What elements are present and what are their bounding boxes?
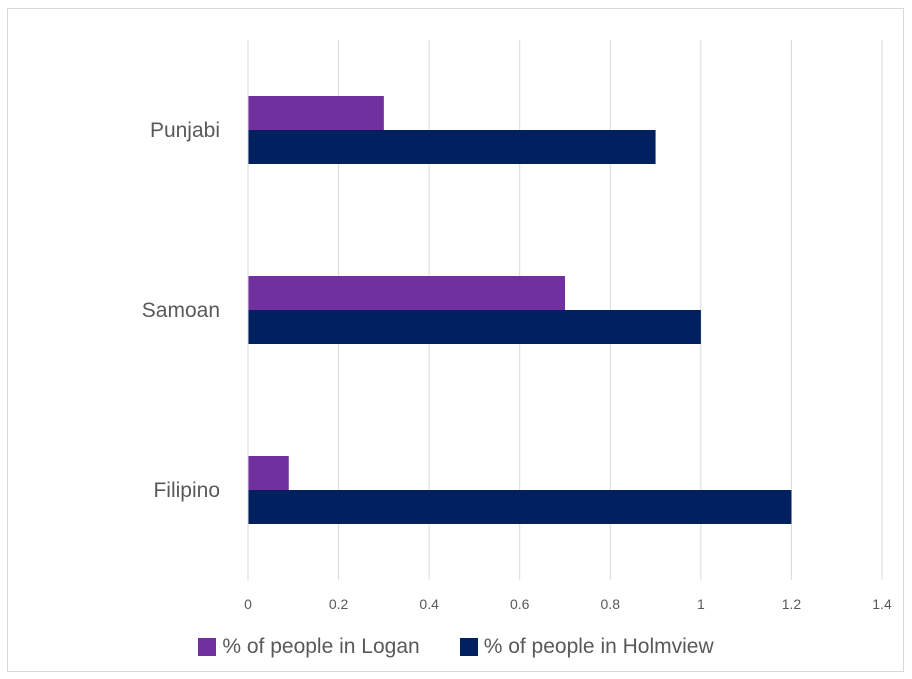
bar-filipino-series-0 xyxy=(248,456,289,490)
x-tick-label: 0.4 xyxy=(419,596,439,612)
legend-item-holmview: % of people in Holmview xyxy=(459,635,714,659)
x-tick-label: 0.6 xyxy=(510,596,530,612)
bar-samoan-series-0 xyxy=(248,276,565,310)
legend-label-holmview: % of people in Holmview xyxy=(483,635,714,658)
bar-punjabi-series-1 xyxy=(248,130,656,164)
legend-swatch-holmview xyxy=(459,638,478,656)
bar-filipino-series-1 xyxy=(248,490,792,524)
bar-samoan-series-1 xyxy=(248,310,701,344)
x-tick-label: 1 xyxy=(697,596,705,612)
category-label-punjabi: Punjabi xyxy=(150,119,220,142)
x-tick-label: 1.2 xyxy=(782,596,802,612)
x-tick-label: 0.2 xyxy=(329,596,349,612)
legend-label-logan: % of people in Logan xyxy=(222,635,420,658)
x-tick-label: 1.4 xyxy=(872,596,892,612)
legend-swatch-logan xyxy=(198,638,217,656)
x-tick-label: 0 xyxy=(244,596,252,612)
bars xyxy=(248,96,792,524)
legend-item-logan: % of people in Logan xyxy=(198,635,420,659)
bar-punjabi-series-0 xyxy=(248,96,384,130)
category-label-filipino: Filipino xyxy=(153,479,220,502)
x-tick-label: 0.8 xyxy=(601,596,621,612)
category-label-samoan: Samoan xyxy=(142,299,220,322)
legend: % of people in Logan % of people in Holm… xyxy=(0,632,912,662)
value-tick-labels: 0 0.2 0.4 0.6 0.8 1 1.2 1.4 xyxy=(244,596,892,612)
category-labels: Filipino Samoan Punjabi xyxy=(142,119,220,502)
